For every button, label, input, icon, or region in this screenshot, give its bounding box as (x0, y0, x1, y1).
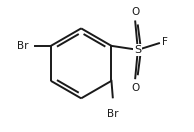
Text: O: O (131, 83, 139, 93)
Text: F: F (162, 37, 168, 47)
Text: O: O (131, 7, 139, 17)
Text: Br: Br (17, 41, 29, 51)
Text: S: S (134, 45, 141, 55)
Text: Br: Br (107, 109, 119, 119)
